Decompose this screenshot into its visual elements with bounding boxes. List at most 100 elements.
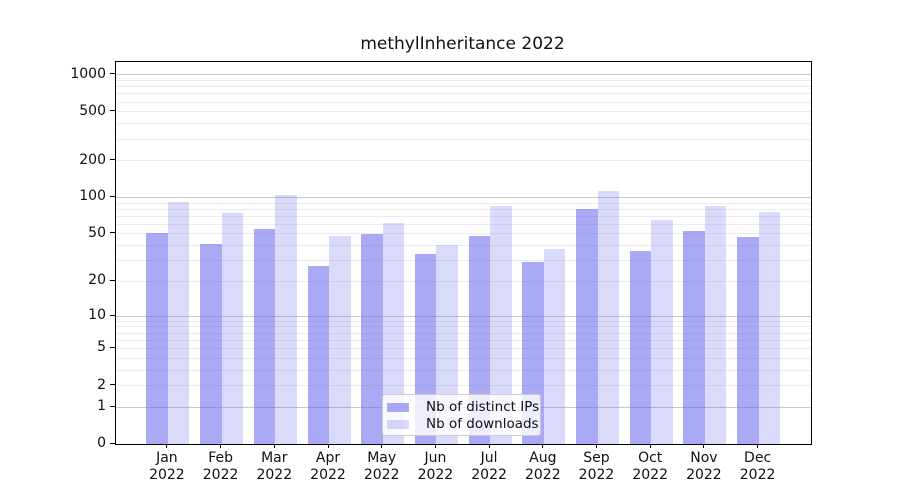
- y-tick-mark: [110, 279, 115, 281]
- x-tick-label: Jan 2022: [149, 450, 185, 483]
- bar-downloads: [167, 201, 190, 444]
- gridline-minor: [116, 280, 811, 282]
- gridline-minor: [116, 245, 811, 247]
- bar-distinct-ips: [361, 233, 383, 444]
- x-tick-label: Nov 2022: [686, 450, 722, 483]
- y-tick-mark: [110, 314, 115, 316]
- bar-distinct-ips: [576, 208, 598, 444]
- bar-downloads: [597, 190, 619, 444]
- x-tick-label: Dec 2022: [739, 450, 776, 483]
- legend-swatch: [387, 403, 409, 412]
- y-tick-mark: [110, 442, 115, 444]
- x-tick-label: Feb 2022: [202, 450, 239, 483]
- x-tick-label: Mar 2022: [256, 450, 293, 483]
- y-tick-label: 10: [88, 307, 106, 323]
- x-tick-label: Oct 2022: [632, 450, 668, 483]
- bar-downloads: [704, 206, 727, 444]
- x-tick-mark: [381, 444, 383, 448]
- bar-distinct-ips: [253, 228, 276, 444]
- y-tick-mark: [110, 110, 115, 112]
- gridline-minor: [116, 320, 811, 322]
- x-tick-mark: [166, 444, 168, 448]
- gridline-minor: [116, 215, 811, 217]
- bar-distinct-ips: [683, 230, 705, 444]
- y-tick-mark: [110, 195, 115, 197]
- y-tick-mark: [110, 159, 115, 161]
- bar-downloads: [651, 219, 673, 444]
- y-tick-label: 0: [97, 435, 106, 451]
- y-tick-mark: [110, 405, 115, 407]
- gridline-minor: [116, 260, 811, 262]
- bar-distinct-ips: [200, 244, 222, 444]
- y-tick-label: 200: [79, 151, 106, 168]
- gridline-major: [116, 315, 811, 317]
- legend-item: Nb of distinct IPs: [387, 399, 539, 416]
- x-tick-label: Sep 2022: [578, 450, 615, 483]
- bar-downloads: [221, 213, 244, 444]
- legend-swatch: [387, 420, 409, 429]
- x-tick-mark: [220, 444, 222, 448]
- chart-title: methylInheritance 2022: [360, 34, 565, 54]
- y-tick-mark: [110, 73, 115, 75]
- gridline-major: [116, 196, 811, 198]
- gridline-minor: [116, 138, 811, 140]
- x-tick-label: Aug 2022: [524, 450, 561, 483]
- y-tick-label: 1000: [70, 65, 106, 82]
- x-tick-mark: [434, 444, 436, 448]
- gridline-minor: [116, 339, 811, 341]
- gridline-minor: [116, 79, 811, 81]
- gridline-minor: [116, 233, 811, 235]
- legend-label: Nb of downloads: [426, 416, 539, 432]
- gridline-minor: [116, 123, 811, 125]
- x-tick-mark: [327, 444, 329, 448]
- bar-downloads: [382, 223, 405, 444]
- bar-downloads: [758, 212, 781, 444]
- gridline-minor: [116, 208, 811, 210]
- gridline-minor: [116, 111, 811, 113]
- gridline-minor: [116, 101, 811, 103]
- gridline-minor: [116, 86, 811, 88]
- legend-item: Nb of downloads: [387, 416, 539, 433]
- y-tick-label: 2: [97, 376, 106, 393]
- y-tick-label: 1: [97, 398, 106, 415]
- bar-distinct-ips: [146, 232, 168, 444]
- bar-downloads: [543, 249, 566, 444]
- x-tick-mark: [542, 444, 544, 448]
- gridline-minor: [116, 160, 811, 162]
- legend: Nb of distinct IPs Nb of downloads: [382, 394, 541, 436]
- y-tick-mark: [110, 346, 115, 348]
- y-tick-label: 20: [88, 272, 106, 289]
- bar-distinct-ips: [307, 265, 329, 444]
- x-tick-label: May 2022: [363, 450, 400, 483]
- gridline-minor: [116, 369, 811, 371]
- bar-distinct-ips: [629, 250, 652, 444]
- x-tick-mark: [273, 444, 275, 448]
- x-tick-label: Jul 2022: [471, 450, 507, 483]
- x-tick-mark: [649, 444, 651, 448]
- gridline-minor: [116, 385, 811, 386]
- x-tick-mark: [757, 444, 759, 448]
- gridline-major: [116, 74, 811, 76]
- gridline-minor: [116, 326, 811, 328]
- gridline-minor: [116, 332, 811, 334]
- bar-downloads: [275, 194, 297, 444]
- plot-area: Nb of distinct IPs Nb of downloads: [115, 61, 812, 445]
- gridline-minor: [116, 93, 811, 95]
- gridline-minor: [116, 223, 811, 225]
- x-tick-label: Apr 2022: [310, 450, 346, 483]
- bar-downloads: [329, 235, 351, 444]
- x-tick-mark: [596, 444, 597, 448]
- gridline-minor: [116, 357, 811, 359]
- y-tick-mark: [110, 232, 115, 234]
- bar-distinct-ips: [468, 235, 491, 444]
- legend-label: Nb of distinct IPs: [426, 399, 540, 415]
- y-tick-label: 5: [97, 339, 106, 356]
- bar-downloads: [490, 206, 512, 444]
- x-tick-mark: [488, 444, 490, 448]
- y-tick-mark: [110, 384, 115, 385]
- y-tick-label: 50: [88, 224, 106, 241]
- bar-distinct-ips: [737, 236, 759, 444]
- y-tick-label: 500: [79, 102, 106, 119]
- x-tick-mark: [703, 444, 705, 448]
